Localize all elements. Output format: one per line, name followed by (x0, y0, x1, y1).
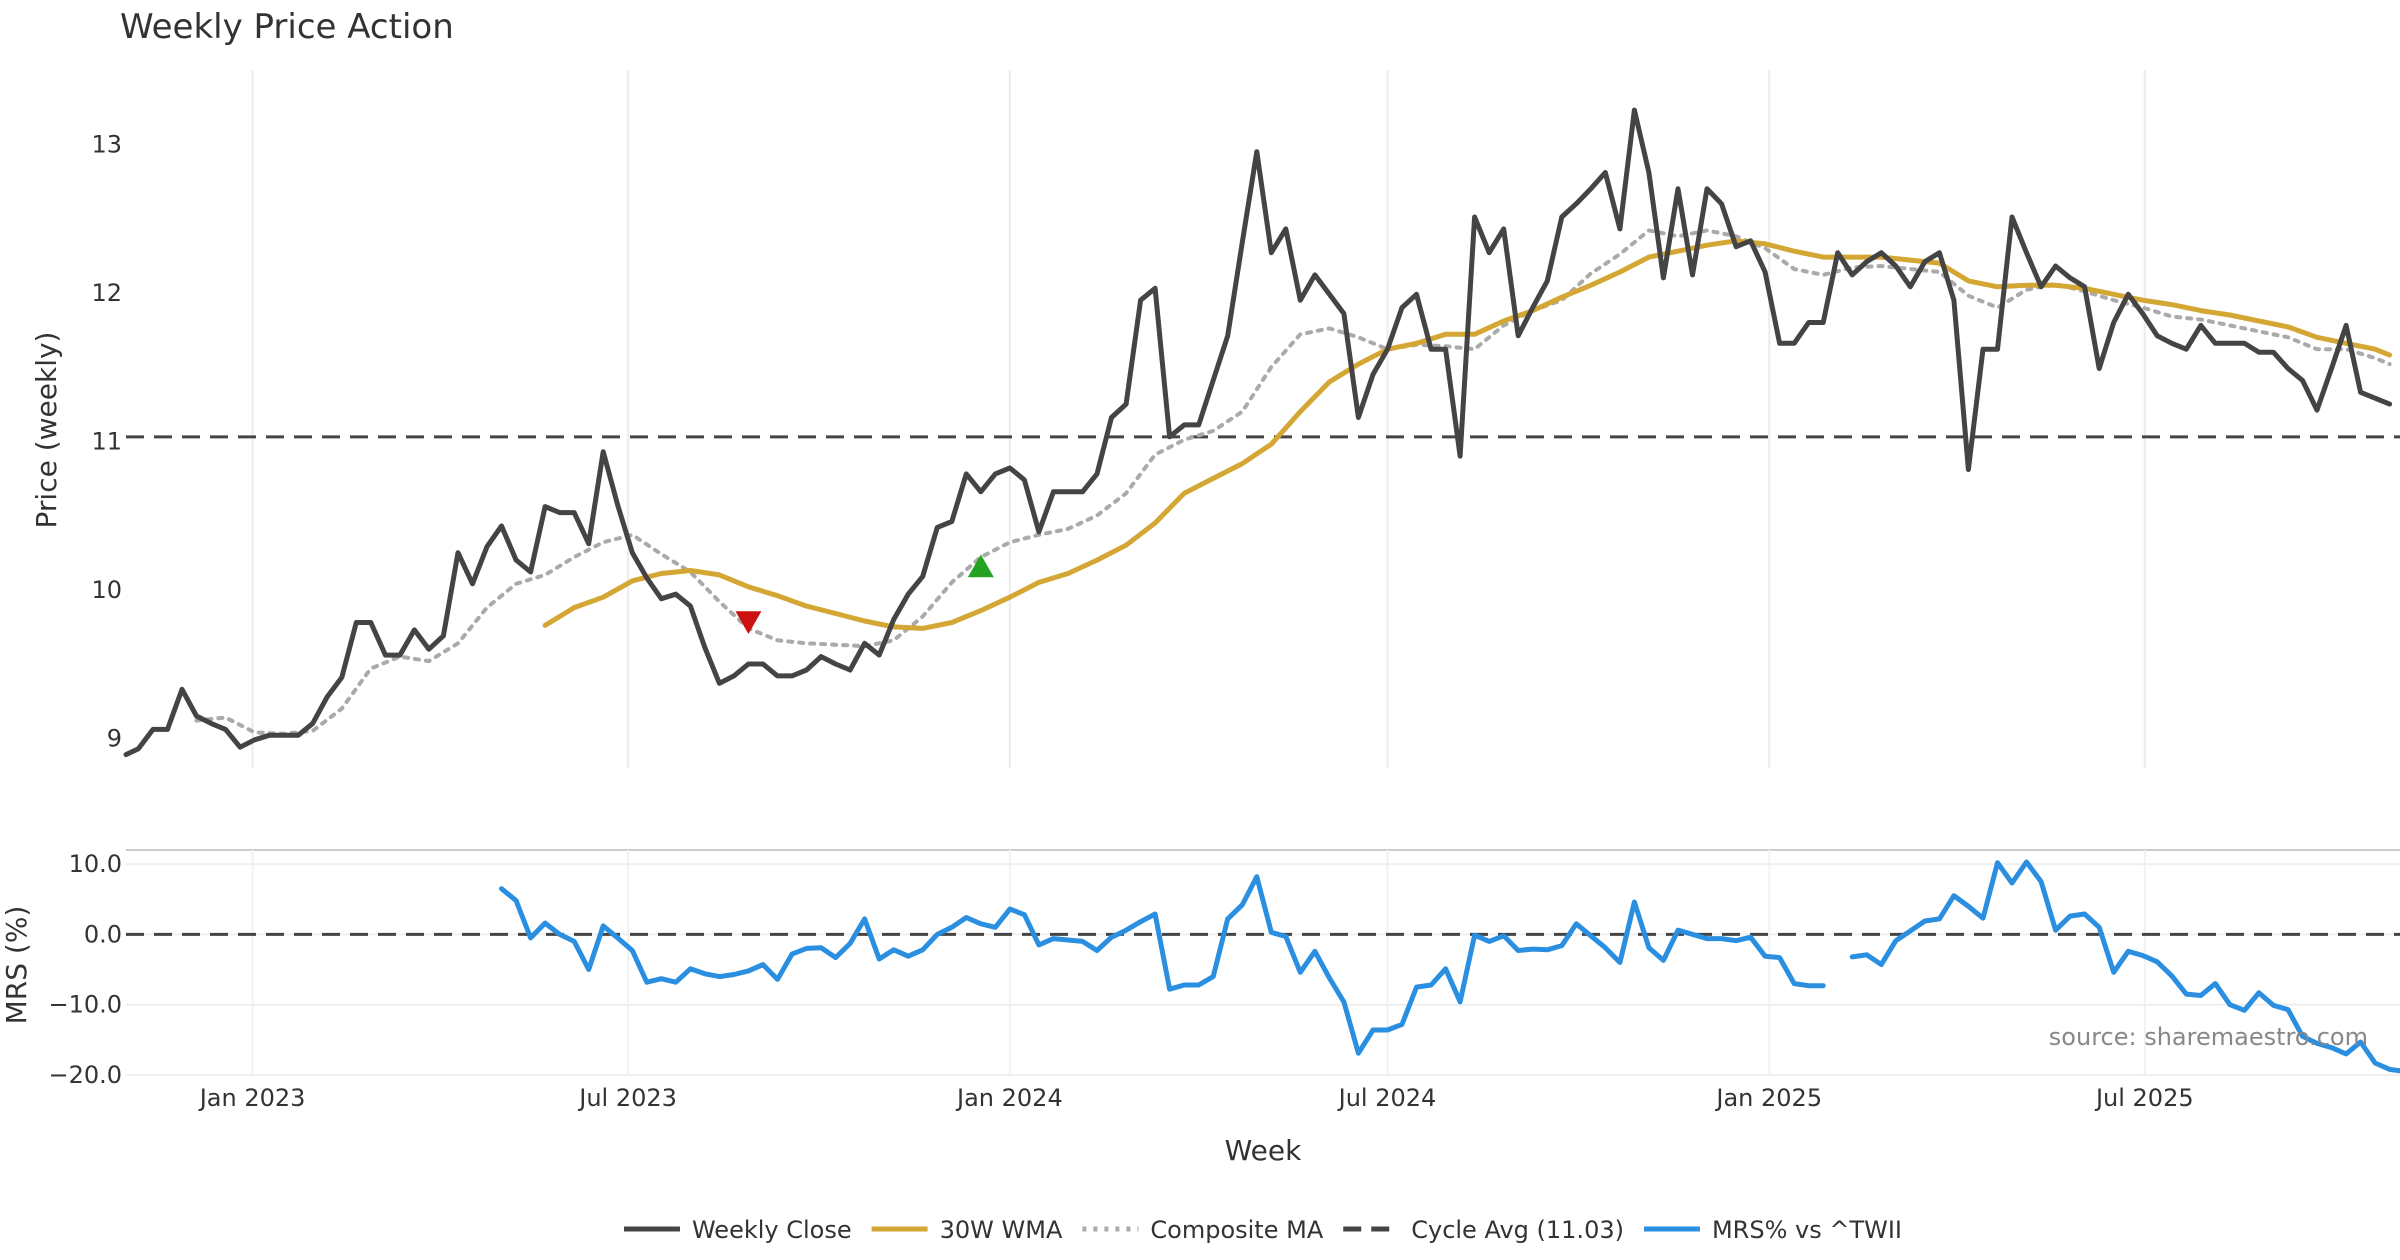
mrs-y-tick: −10.0 (48, 991, 122, 1019)
legend-item-mrs-vs-twii: MRS% vs ^TWII (1643, 1216, 1902, 1244)
series-line-mrs-segment-2 (1849, 859, 2400, 1074)
legend-label: Composite MA (1150, 1216, 1323, 1244)
price-y-ticks: 9 10 11 12 13 (91, 130, 122, 752)
series-line-30w-wma (542, 238, 2393, 631)
mrs-series (499, 859, 2400, 1074)
legend-label: Weekly Close (692, 1216, 852, 1244)
x-axis-label: Week (1225, 1134, 1302, 1167)
chart-title: Weekly Price Action (120, 7, 454, 47)
price-y-tick: 11 (91, 427, 122, 455)
price-y-tick: 12 (91, 279, 122, 307)
legend-item-30w-wma: 30W WMA (871, 1216, 1063, 1244)
x-tick-jan-2024: Jan 2024 (955, 1084, 1063, 1112)
mrs-y-tick: 0.0 (84, 920, 122, 948)
legend: Weekly Close 30W WMA Composite MA Cycle Avg… (623, 1216, 1902, 1244)
mrs-y-ticks: 10.0 0.0 −10.0 −20.0 (48, 850, 122, 1089)
price-series (123, 107, 2393, 758)
price-y-tick: 10 (91, 576, 122, 604)
price-y-tick: 9 (107, 724, 122, 752)
x-tick-jan-2025: Jan 2025 (1714, 1084, 1822, 1112)
source-note: source: sharemaestro.com (2049, 1023, 2368, 1051)
x-tick-jan-2023: Jan 2023 (198, 1084, 306, 1112)
legend-label: 30W WMA (940, 1216, 1063, 1244)
x-tick-jul-2024: Jul 2024 (1337, 1084, 1437, 1112)
price-y-tick: 13 (91, 130, 122, 158)
sell-signal-marker (735, 611, 762, 634)
x-tick-jul-2023: Jul 2023 (577, 1084, 677, 1112)
price-grid (251, 70, 2146, 768)
legend-item-weekly-close: Weekly Close (623, 1216, 852, 1244)
buy-signal-marker (967, 554, 994, 578)
signal-markers (735, 554, 994, 634)
x-tick-labels: Jan 2023 Jul 2023 Jan 2024 Jul 2024 Jan 2025… (198, 1084, 2194, 1112)
mrs-y-tick: 10.0 (69, 850, 122, 878)
series-line-composite-ma (194, 228, 2392, 736)
legend-label: Cycle Avg (11.03) (1411, 1216, 1624, 1244)
series-line-weekly-close (123, 107, 2393, 758)
series-line-mrs-segment-1 (499, 874, 1826, 1056)
mrs-y-tick: −20.0 (48, 1061, 122, 1089)
legend-item-cycle-avg-11-03: Cycle Avg (11.03) (1343, 1216, 1624, 1244)
legend-item-composite-ma: Composite MA (1082, 1216, 1324, 1244)
mrs-y-axis-label: MRS (%) (0, 906, 33, 1025)
legend-label: MRS% vs ^TWII (1712, 1216, 1902, 1244)
x-tick-jul-2025: Jul 2025 (2094, 1084, 2194, 1112)
price-y-axis-label: Price (weekly) (30, 332, 63, 529)
